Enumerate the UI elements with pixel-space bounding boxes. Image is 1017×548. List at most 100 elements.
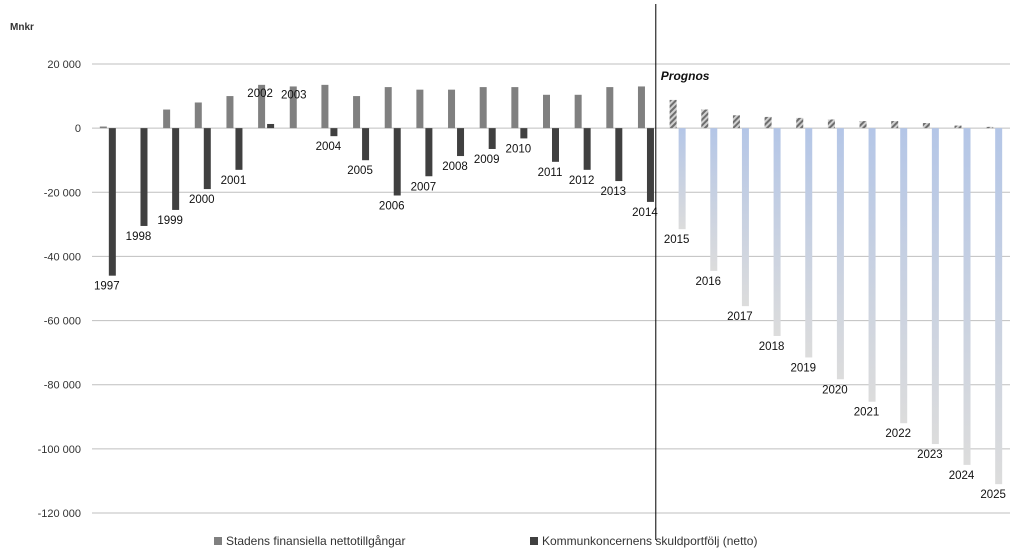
bar-debt-2018	[773, 128, 781, 336]
bar-debt-2012	[583, 128, 591, 170]
year-label-2006: 2006	[379, 200, 405, 212]
year-label-2008: 2008	[442, 161, 468, 173]
year-label-2015: 2015	[664, 234, 690, 246]
bar-assets-2022	[891, 121, 899, 129]
forecast-label: Prognos	[661, 69, 710, 83]
bar-debt-2011	[552, 128, 559, 162]
y-tick-label: -20 000	[44, 187, 81, 199]
bar-debt-2001	[235, 128, 243, 170]
bar-debt-2013	[615, 128, 623, 182]
year-label-2011: 2011	[538, 167, 563, 179]
year-label-2018: 2018	[759, 341, 785, 353]
legend-swatch-debt	[530, 537, 538, 545]
legend-label-assets: Stadens finansiella nettotillgångar	[226, 534, 405, 548]
bar-assets-2023	[922, 123, 930, 129]
legend-swatch-assets	[214, 537, 222, 545]
bar-assets-2009	[479, 87, 487, 129]
bar-debt-2022	[900, 128, 908, 424]
bar-assets-2016	[701, 109, 709, 129]
bar-assets-2003	[289, 86, 297, 129]
year-label-2001: 2001	[221, 175, 247, 187]
y-axis-unit-label: Mnkr	[10, 22, 34, 33]
bar-assets-2000	[194, 102, 202, 129]
bar-assets-2017	[732, 115, 740, 129]
bar-assets-2018	[764, 116, 772, 129]
year-label-2024: 2024	[949, 470, 975, 482]
year-label-2000: 2000	[189, 194, 215, 206]
bar-debt-2007	[425, 128, 433, 177]
year-label-1998: 1998	[126, 231, 152, 243]
bar-assets-2005	[353, 96, 361, 129]
year-label-2020: 2020	[822, 384, 848, 396]
year-label-2002: 2002	[247, 88, 273, 100]
gridlines	[92, 63, 1010, 514]
y-tick-label: -120 000	[38, 508, 81, 520]
y-tick-label: -40 000	[44, 251, 81, 263]
bar-assets-2008	[448, 89, 456, 129]
bar-debt-2008	[457, 128, 465, 157]
bar-assets-2013	[606, 87, 614, 129]
bar-debt-2006	[393, 128, 401, 196]
y-tick-label: -80 000	[44, 380, 81, 392]
bar-debt-2009	[488, 128, 496, 149]
bar-debt-2024	[963, 128, 971, 465]
year-label-2019: 2019	[790, 362, 816, 374]
bar-debt-2015	[678, 128, 686, 230]
bar-assets-1999	[163, 109, 171, 129]
year-label-2023: 2023	[917, 449, 943, 461]
bar-debt-2005	[362, 128, 370, 161]
year-labels: 1997 1998 1999 2000 2001 2002 2003 2004 2005 2006…	[94, 88, 1006, 501]
legend: Stadens finansiella nettotillgångar Komm…	[214, 534, 757, 548]
year-label-2010: 2010	[506, 143, 532, 155]
bar-assets-1997	[99, 126, 107, 129]
year-label-2004: 2004	[316, 141, 342, 153]
year-label-2013: 2013	[601, 186, 627, 198]
bar-assets-2002	[258, 84, 266, 129]
year-label-2021: 2021	[854, 407, 880, 419]
bar-assets-2006	[384, 87, 392, 129]
bar-assets-2004	[321, 84, 329, 129]
year-label-2025: 2025	[980, 489, 1006, 501]
bar-assets-2015	[669, 99, 677, 129]
year-label-1999: 1999	[157, 215, 183, 227]
bar-debt-2002	[267, 123, 275, 129]
year-label-2005: 2005	[347, 165, 373, 177]
year-label-2007: 2007	[411, 181, 437, 193]
bar-debt-1998	[140, 128, 148, 226]
year-label-2012: 2012	[569, 175, 595, 187]
bar-debt-2000	[203, 128, 211, 190]
y-tick-label: 20 000	[47, 59, 81, 71]
bar-debt-1997	[108, 128, 116, 276]
bar-assets-2019	[796, 117, 804, 129]
bar-debt-1999	[172, 128, 180, 210]
year-label-2014: 2014	[632, 207, 658, 219]
bar-assets-2007	[416, 89, 424, 129]
bar-assets-2001	[226, 96, 234, 129]
bar-debt-2014	[646, 128, 654, 202]
year-label-1997: 1997	[94, 281, 120, 293]
year-label-2022: 2022	[885, 428, 911, 440]
y-tick-label: -60 000	[44, 316, 81, 328]
bar-assets-2014	[637, 86, 645, 129]
year-label-2009: 2009	[474, 154, 500, 166]
year-label-2003: 2003	[281, 89, 307, 101]
bar-debt-2019	[805, 128, 813, 358]
bar-debt-2017	[741, 128, 749, 307]
bar-assets-2010	[511, 87, 519, 129]
bar-debt-2025	[995, 128, 1003, 485]
bar-debt-2021	[868, 128, 876, 402]
legend-label-debt: Kommunkoncernens skuldportfölj (netto)	[542, 534, 757, 548]
y-axis-tick-labels: 20 000 0 -20 000 -40 000 -60 000 -80 000 -100 …	[38, 59, 81, 520]
bar-assets-2021	[859, 121, 867, 129]
bar-assets-2020	[827, 119, 835, 129]
year-label-2016: 2016	[695, 276, 721, 288]
bar-assets-2012	[574, 94, 582, 129]
bar-assets-2011	[543, 94, 550, 129]
bar-debt-2016	[710, 128, 718, 271]
bar-debt-2023	[931, 128, 939, 445]
bar-assets-2024	[954, 125, 962, 129]
year-label-2017: 2017	[727, 311, 753, 323]
bar-debt-2010	[520, 128, 528, 139]
bar-debt-2020	[836, 128, 844, 380]
